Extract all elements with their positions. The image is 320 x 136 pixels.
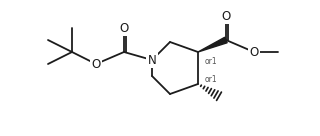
- Text: or1: or1: [205, 58, 218, 67]
- Text: N: N: [148, 53, 156, 67]
- Text: O: O: [221, 10, 231, 22]
- Text: O: O: [249, 46, 259, 58]
- Text: O: O: [92, 58, 100, 70]
- Text: O: O: [119, 21, 129, 35]
- Text: or1: or1: [205, 75, 218, 84]
- Polygon shape: [198, 37, 227, 52]
